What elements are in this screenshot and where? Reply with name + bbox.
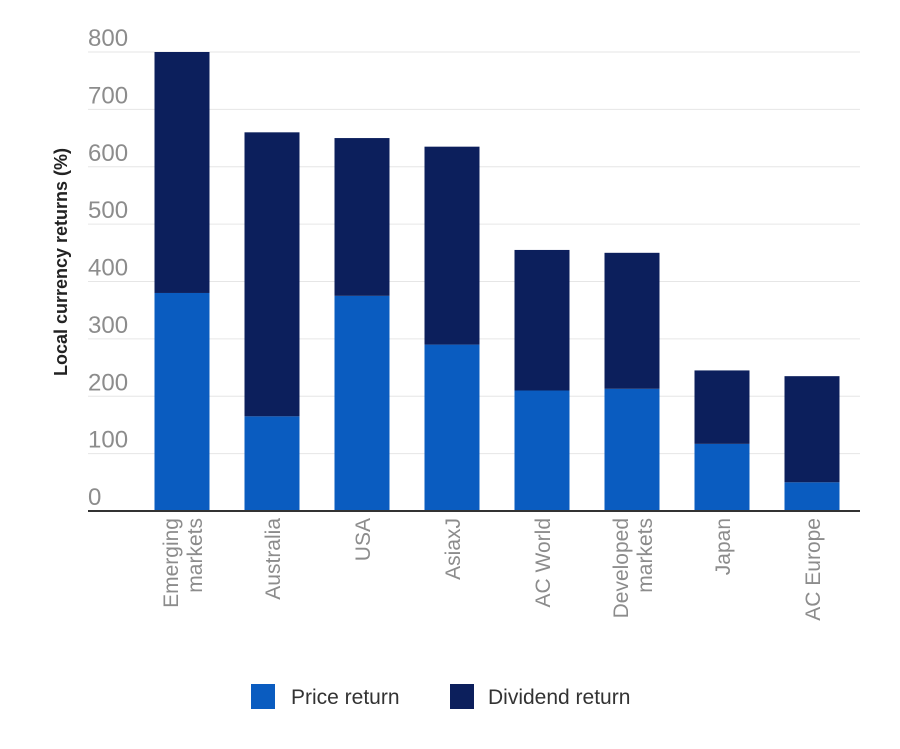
x-category-label: USA — [352, 518, 375, 561]
x-category-label: AsiaxJ — [442, 518, 465, 580]
bar-dividend-return — [514, 249, 570, 391]
bar-price-return — [784, 482, 840, 511]
x-category-label: Developed markets — [610, 518, 657, 618]
x-category-text: Australia — [262, 518, 285, 600]
y-axis-title: Local currency returns (%) — [51, 148, 71, 376]
y-tick-label: 200 — [88, 369, 128, 396]
y-tick-label: 0 — [88, 484, 101, 511]
legend-item: Price return — [251, 684, 400, 709]
bar-dividend-return — [604, 252, 660, 389]
bar-dividend-return — [694, 370, 750, 444]
y-axis-ticks: 0 100 200 300 400 500 600 700 800 — [88, 25, 128, 511]
legend-swatch — [251, 684, 275, 709]
x-category-label: Australia — [262, 518, 285, 600]
legend: Price return Dividend return — [251, 684, 630, 709]
bar-price-return — [244, 416, 300, 511]
bar-dividend-return — [424, 146, 480, 345]
bar-price-return — [334, 295, 390, 511]
legend-swatch — [450, 684, 474, 709]
bar-price-return — [694, 443, 750, 511]
bar-dividend-return — [334, 138, 390, 296]
x-category-label: Emerging markets — [160, 518, 207, 608]
x-category-text: Developed — [610, 518, 633, 618]
legend-item: Dividend return — [450, 684, 630, 709]
bar-dividend-return — [244, 132, 300, 417]
x-category-label: AC World — [532, 518, 555, 607]
y-tick-label: 700 — [88, 82, 128, 109]
x-category-label: Japan — [712, 518, 735, 575]
bar-price-return — [604, 388, 660, 511]
x-category-label: AC Europe — [802, 518, 825, 621]
x-category-text: markets — [634, 518, 657, 593]
y-tick-label: 500 — [88, 197, 128, 224]
y-tick-label: 600 — [88, 140, 128, 167]
y-tick-label: 300 — [88, 312, 128, 339]
y-tick-label: 800 — [88, 25, 128, 52]
x-axis-categories: Emerging markets Australia USA AsiaxJ AC Worl… — [160, 518, 825, 621]
x-category-text: AsiaxJ — [442, 518, 465, 580]
x-category-text: AC Europe — [802, 518, 825, 621]
y-tick-label: 400 — [88, 255, 128, 282]
legend-label: Price return — [291, 686, 400, 709]
x-category-text: markets — [184, 518, 207, 593]
bar-price-return — [154, 292, 210, 511]
bar-price-return — [424, 344, 480, 511]
bar-price-return — [514, 390, 570, 511]
bars — [154, 52, 840, 511]
bar-dividend-return — [154, 52, 210, 293]
y-tick-label: 100 — [88, 427, 128, 454]
legend-label: Dividend return — [488, 686, 630, 709]
x-category-text: AC World — [532, 518, 555, 607]
x-category-text: USA — [352, 518, 375, 561]
x-category-text: Japan — [712, 518, 735, 575]
bar-dividend-return — [784, 376, 840, 483]
x-category-text: Emerging — [160, 518, 183, 608]
